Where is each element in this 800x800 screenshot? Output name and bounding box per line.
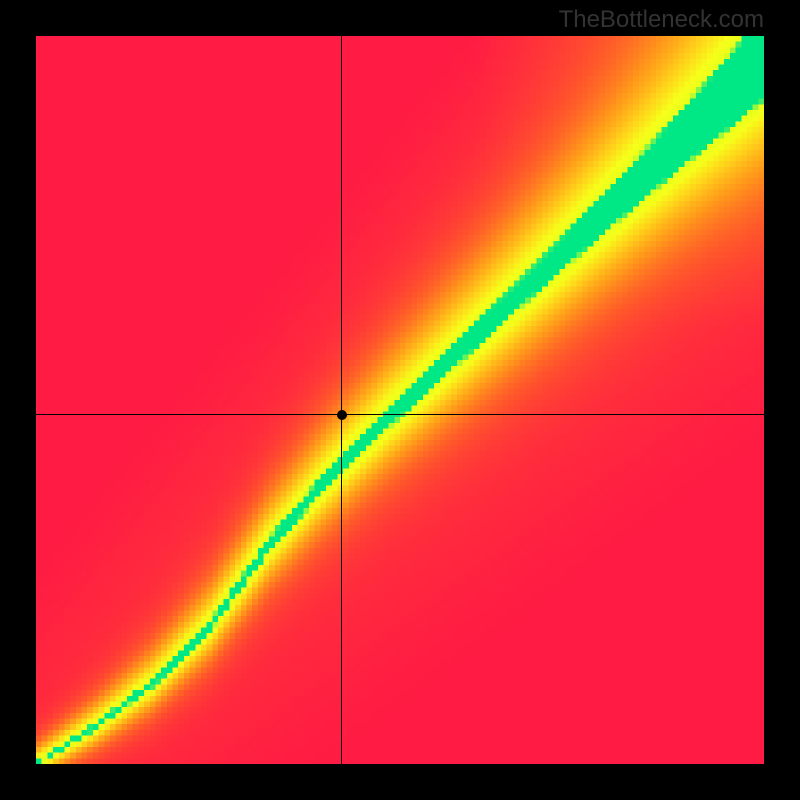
crosshair-dot [337,410,347,420]
crosshair-vertical [341,36,342,764]
bottleneck-heatmap [36,36,764,764]
watermark-text: TheBottleneck.com [559,6,764,34]
crosshair-horizontal [36,414,764,415]
chart-container: TheBottleneck.com [0,0,800,800]
